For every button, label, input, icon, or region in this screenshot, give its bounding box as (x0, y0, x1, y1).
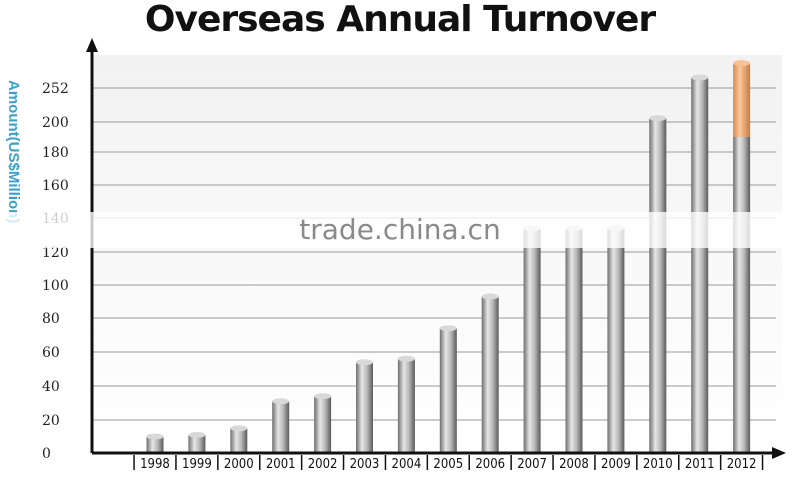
bar-cap (397, 355, 415, 362)
bar (565, 228, 583, 453)
bar (146, 436, 164, 453)
y-tick-label: 60 (42, 345, 60, 361)
bar (439, 328, 457, 453)
bar (481, 296, 499, 453)
x-tick-label: 2000 (224, 457, 254, 472)
y-tick-label: 40 (42, 379, 60, 395)
y-tick-label: 0 (42, 446, 51, 462)
bar (314, 396, 332, 453)
x-tick-label: 2006 (475, 457, 505, 472)
y-axis-label: Amount(US$Million) (5, 80, 22, 224)
x-tick-label: 2004 (392, 457, 422, 472)
y-axis-arrow (86, 38, 98, 52)
bar-cap (481, 293, 499, 300)
bar-highlight-segment (733, 63, 751, 137)
x-tick-label: 2001 (266, 457, 296, 472)
axes (86, 38, 786, 459)
x-tick-label: 2003 (350, 457, 380, 472)
x-tick-label: 2007 (517, 457, 547, 472)
plot-background (92, 55, 782, 453)
bar (523, 228, 541, 453)
bar-cap (439, 325, 457, 332)
y-tick-label: 160 (42, 178, 69, 194)
bar (356, 362, 373, 453)
bar (607, 228, 625, 453)
x-tick-label: 2009 (601, 457, 631, 472)
y-tick-label: 120 (42, 245, 69, 261)
y-tick-label: 252 (42, 81, 69, 97)
bar (733, 137, 751, 453)
y-tick-labels: 020406080100120140160180200252 (42, 81, 69, 462)
y-tick-label: 180 (42, 145, 69, 161)
bar-cap (733, 60, 751, 67)
x-tick-label: 2008 (559, 457, 589, 472)
bar-cap (272, 398, 290, 405)
y-tick-label: 80 (42, 311, 60, 327)
bar (272, 401, 290, 453)
x-tick-label: 2002 (308, 457, 338, 472)
x-tick-label: 2005 (433, 457, 463, 472)
bar-cap (314, 393, 332, 400)
bar-cap (188, 431, 206, 438)
x-tick-label: 1999 (182, 457, 212, 472)
bar (230, 428, 248, 453)
bar (649, 118, 667, 454)
y-tick-label: 100 (42, 278, 69, 294)
bars (146, 60, 751, 454)
bar (397, 358, 415, 453)
bar-cap (691, 74, 709, 81)
watermark-text: trade.china.cn (0, 212, 800, 248)
bar-cap (356, 359, 373, 366)
x-tick-label: 2010 (643, 457, 673, 472)
y-tick-label: 20 (42, 413, 60, 429)
x-tick-label: 2011 (685, 457, 715, 472)
x-axis-arrow (772, 447, 786, 459)
bar-cap (649, 115, 667, 122)
chart-title: Overseas Annual Turnover (144, 0, 656, 40)
x-tick-label: 1998 (140, 457, 170, 472)
bar (691, 77, 709, 454)
bar-cap (146, 433, 164, 440)
x-tick-labels: 1998 1999 2000 2001 2002 2003 2004 2005 2006 2007… (133, 455, 764, 472)
bar (188, 434, 206, 453)
y-tick-label: 200 (42, 115, 69, 131)
bar-cap (230, 425, 248, 432)
x-tick-label: 2012 (727, 457, 757, 472)
